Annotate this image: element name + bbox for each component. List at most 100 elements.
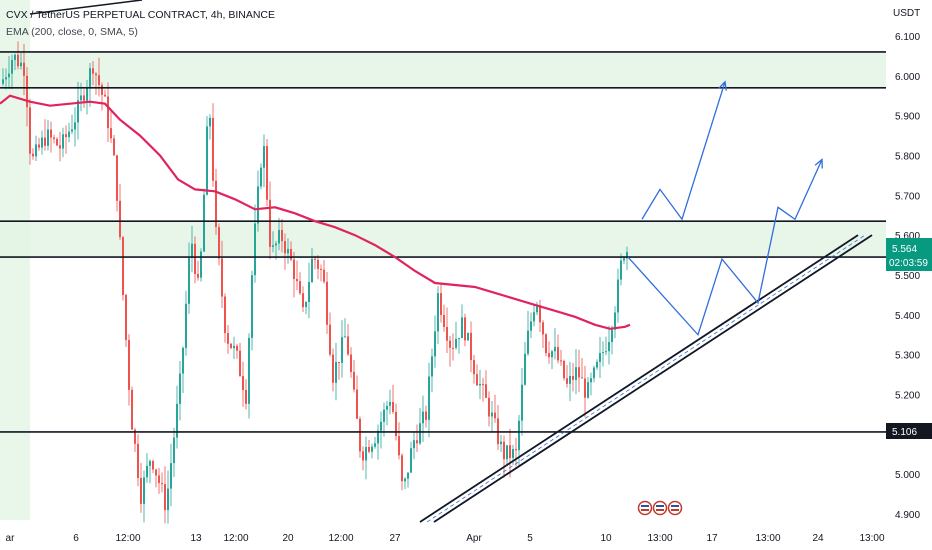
candle-body — [302, 293, 304, 308]
candle-body — [617, 279, 619, 313]
candle-body — [122, 237, 124, 296]
candle-body — [275, 243, 277, 246]
candle-body — [26, 75, 28, 108]
time-tick: 20 — [282, 533, 294, 544]
candle-body — [104, 94, 106, 97]
candle-body — [596, 361, 598, 368]
candle-body — [278, 229, 280, 244]
candle-body — [233, 345, 235, 349]
candle-body — [284, 241, 286, 254]
candle-body — [503, 441, 505, 460]
candle-body — [161, 483, 163, 485]
candle-body — [545, 334, 547, 354]
price-axis[interactable]: USDT 6.100 6.000 5.900 5.800 5.700 5.600 5.500… — [893, 8, 920, 521]
candle-body — [410, 448, 412, 473]
candle-body — [29, 107, 31, 154]
projection-path-1 — [641, 81, 726, 221]
candle-body — [440, 293, 442, 316]
candle-body — [305, 302, 307, 308]
candle-body — [521, 384, 523, 421]
candle-body — [605, 351, 607, 353]
candle-body — [467, 332, 469, 341]
price-tick: 5.700 — [895, 191, 920, 202]
candle-body — [491, 412, 493, 417]
candle-body — [623, 258, 625, 261]
candle-body — [449, 340, 451, 348]
candle-body — [518, 420, 520, 451]
flag-stripe-icon — [656, 505, 664, 507]
candle-body — [557, 347, 559, 361]
candle-body — [191, 243, 193, 259]
candle-body — [17, 54, 19, 67]
price-tick: 5.400 — [895, 311, 920, 322]
time-tick: 13 — [190, 533, 202, 544]
candle-body — [509, 445, 511, 458]
candle-body — [158, 475, 160, 484]
candle-body — [272, 245, 274, 247]
flag-stripe-icon — [656, 509, 664, 511]
candle-body — [389, 402, 391, 406]
candle-body — [8, 73, 10, 78]
candle-body — [188, 258, 190, 304]
price-tick: 5.800 — [895, 152, 920, 163]
candle-body — [362, 451, 364, 461]
time-tick: 27 — [389, 533, 401, 544]
candle-body — [32, 153, 34, 157]
candle-body — [611, 329, 613, 343]
candle-body — [407, 472, 409, 479]
candle-body — [437, 293, 439, 332]
candle-body — [197, 273, 199, 278]
candle-body — [182, 347, 184, 374]
candle-body — [446, 326, 448, 341]
zone-0 — [0, 51, 886, 88]
flag-event-icon[interactable] — [667, 500, 683, 516]
candle-body — [311, 258, 313, 283]
flag-event-icon[interactable] — [652, 500, 668, 516]
candle-body — [200, 251, 202, 278]
candle-body — [170, 463, 172, 489]
candle-body — [332, 354, 334, 383]
candle-body — [5, 77, 7, 80]
candle-body — [371, 446, 373, 452]
candle-body — [584, 378, 586, 398]
price-tick: 5.000 — [895, 470, 920, 481]
projection-arrowhead-0 — [814, 158, 823, 169]
candle-body — [149, 461, 151, 466]
time-axis[interactable]: ar 6 12:00 13 12:00 20 12:00 27 Apr 5 10 13:00 17 13:… — [6, 533, 885, 544]
candle-body — [488, 397, 490, 417]
candle-body — [74, 122, 76, 130]
candle-body — [203, 194, 205, 252]
chart-title: CVX / TetherUS PERPETUAL CONTRACT, 4h, B… — [6, 9, 275, 21]
candle-body — [455, 338, 457, 348]
candle-body — [242, 376, 244, 390]
candle-body — [338, 361, 340, 363]
candle-body — [146, 465, 148, 478]
candle-body — [167, 488, 169, 511]
candle-body — [323, 269, 325, 282]
candle-body — [458, 338, 460, 340]
candle-body — [38, 144, 40, 148]
candle-body — [599, 352, 601, 362]
candle-body — [620, 260, 622, 280]
price-tick: 5.300 — [895, 351, 920, 362]
candle-body — [113, 138, 115, 156]
candle-body — [506, 445, 508, 460]
candle-body — [479, 383, 481, 386]
candle-body — [125, 295, 127, 340]
candle-body — [587, 382, 589, 398]
flag-event-icon[interactable] — [637, 500, 653, 516]
candle-body — [416, 440, 418, 444]
candle-body — [107, 96, 109, 129]
price-tick: 6.000 — [895, 72, 920, 83]
candle-body — [566, 378, 568, 384]
levels-layer — [0, 51, 886, 433]
candle-body — [251, 275, 253, 338]
candle-body — [539, 305, 541, 323]
candle-body — [215, 180, 217, 228]
candle-body — [293, 259, 295, 279]
candle-body — [44, 137, 46, 146]
trendline-channel — [419, 234, 873, 523]
time-tick: ar — [6, 533, 16, 544]
candle-body — [593, 367, 595, 379]
